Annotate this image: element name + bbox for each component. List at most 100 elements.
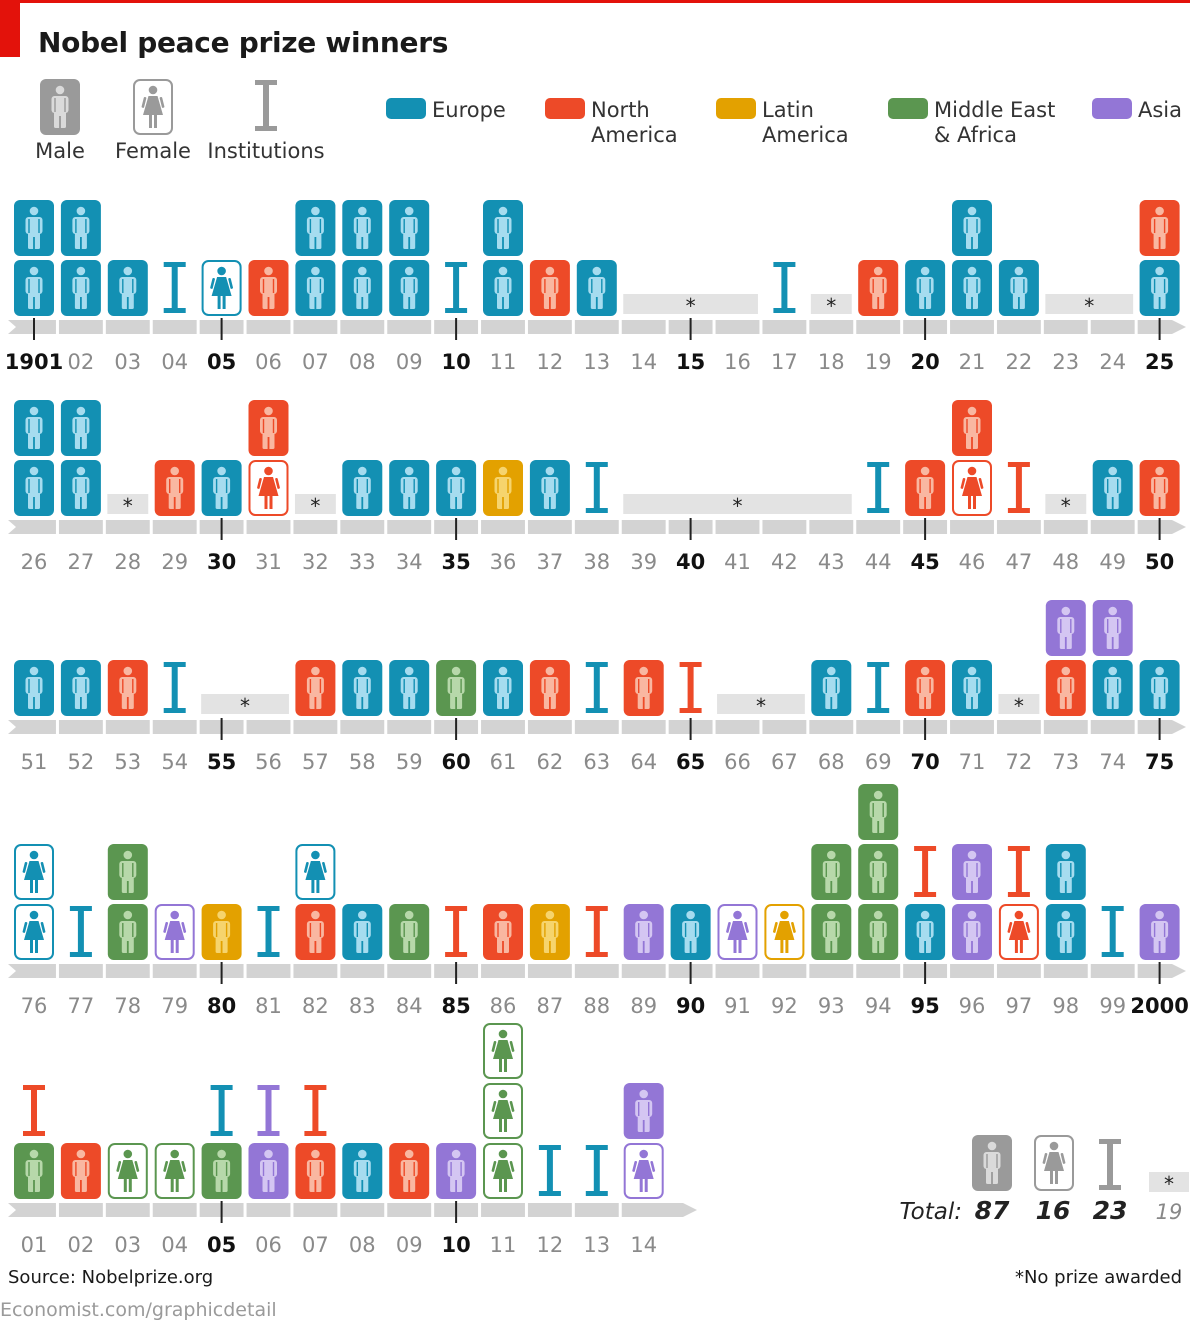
year-label: 17 (771, 350, 798, 374)
axis-bar (8, 964, 1172, 978)
laureate-me (952, 660, 992, 716)
no-prize-marker: * (123, 494, 133, 518)
year-label: 49 (1099, 550, 1126, 574)
no-prize-bar (623, 294, 758, 314)
laureate-me (1045, 844, 1086, 900)
laureate-in (914, 846, 937, 897)
laureate-mn (154, 460, 195, 516)
laureate-ma (811, 904, 852, 960)
laureate-ie (445, 262, 468, 313)
laureate-fe (201, 260, 242, 316)
year-label: 77 (68, 994, 95, 1018)
no-prize-bar (1045, 294, 1134, 314)
timeline-row-4: 76 77 78 79 80 81 82 83 84 85 86 87 88 89 90 91 92 93 94 95… (8, 784, 1189, 1018)
laureate-fs (154, 904, 195, 960)
year-label: 59 (396, 750, 423, 774)
laureate-mn (60, 1143, 101, 1199)
legend-swatch-north (545, 98, 585, 119)
totals: * Total: 87 16 23 19 (899, 1135, 1189, 1225)
legend-region-label: North (591, 98, 650, 122)
year-label: 70 (910, 750, 939, 774)
laureate-ie (1101, 906, 1124, 957)
year-label: 61 (490, 750, 517, 774)
axis-arrow (683, 1203, 697, 1217)
legend-swatch-latin (716, 98, 756, 119)
total-no-prize-bar (1149, 1172, 1189, 1192)
laureate-ie (69, 906, 92, 957)
year-label: 25 (1145, 350, 1174, 374)
year-label: 74 (1099, 750, 1126, 774)
year-label: 12 (537, 1233, 564, 1257)
laureate-ma (858, 784, 899, 840)
legend-region-label: Middle East (934, 98, 1055, 122)
laureate-ma (107, 904, 148, 960)
laureate-ms (952, 844, 992, 900)
axis-arrow (1172, 720, 1186, 734)
axis-bar (8, 520, 1172, 534)
laureate-me (1045, 904, 1086, 960)
year-label: 35 (441, 550, 470, 574)
laureate-mn (952, 400, 992, 456)
top-rule (0, 0, 1190, 3)
laureate-me (483, 660, 523, 716)
laureate-mn (389, 1143, 430, 1199)
year-label: 99 (1099, 994, 1126, 1018)
year-label: 15 (676, 350, 705, 374)
legend-female-label: Female (115, 139, 191, 163)
year-label: 09 (396, 1233, 423, 1257)
year-label: 08 (349, 350, 376, 374)
laureate-is (257, 1085, 280, 1136)
no-prize-bar (998, 694, 1040, 714)
timeline-row-1: * * * 1901 02 03 04 05 06 07 08 09 10 11 12 13 14 15 16 17 1… (5, 200, 1186, 374)
legend-region-label: Latin (762, 98, 814, 122)
laureate-ie (163, 662, 186, 713)
laureate-ie (163, 262, 186, 313)
axis-arrow (1172, 520, 1186, 534)
laureate-me (60, 660, 101, 716)
year-label: 05 (207, 350, 236, 374)
year-label: 58 (349, 750, 376, 774)
year-label: 50 (1145, 550, 1174, 574)
no-prize-marker: * (756, 694, 766, 718)
laureate-me (998, 260, 1039, 316)
axis-bar (8, 720, 1172, 734)
laureate-me (1139, 260, 1180, 316)
laureate-in (679, 662, 702, 713)
year-label: 63 (583, 750, 610, 774)
year-label: 44 (865, 550, 892, 574)
year-label: 67 (771, 750, 798, 774)
laureate-ml (201, 904, 242, 960)
year-label: 78 (114, 994, 141, 1018)
year-label: 22 (1006, 350, 1033, 374)
laureate-in (1007, 462, 1030, 513)
legend-region-label: Europe (432, 98, 506, 122)
legend-region-label: America (591, 123, 678, 147)
no-prize-bar (623, 494, 852, 514)
laureate-me (529, 460, 570, 516)
no-prize-bar (201, 694, 289, 714)
laureate-fe (14, 844, 54, 900)
laureate-fs (623, 1143, 664, 1199)
laureate-me (952, 260, 992, 316)
laureate-ma (436, 660, 477, 716)
laureate-me (342, 200, 383, 256)
laureate-me (905, 260, 946, 316)
laureate-me (295, 260, 336, 316)
no-prize-marker: * (240, 694, 250, 718)
timeline-row-5: 01 02 03 04 05 06 07 08 09 10 11 12 13 14 (8, 1023, 697, 1257)
timeline-row-3: * * * 51 52 53 54 55 56 57 58 59 60 61 62 63 64 65 66 67 68 6… (8, 600, 1186, 774)
laureate-ie (867, 462, 890, 513)
laureate-me (1092, 460, 1133, 516)
source-note: Source: Nobelprize.org (8, 1267, 214, 1288)
laureate-ml (529, 904, 570, 960)
year-label: 37 (537, 550, 564, 574)
year-label: 75 (1145, 750, 1174, 774)
laureate-fs (717, 904, 758, 960)
laureate-fn (248, 460, 289, 516)
year-label: 94 (865, 994, 892, 1018)
totals-label: Total: (899, 1199, 962, 1225)
laureate-me (483, 200, 523, 256)
no-prize-marker: * (310, 494, 320, 518)
year-label: 57 (302, 750, 329, 774)
laureate-me (295, 200, 336, 256)
